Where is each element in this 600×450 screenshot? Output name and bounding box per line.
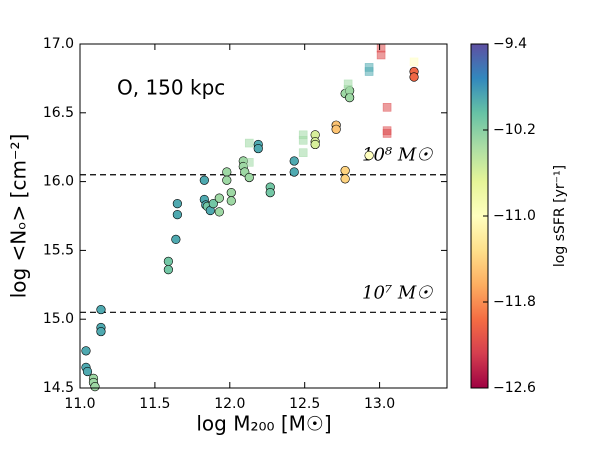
point [96, 304, 106, 315]
x-tick-label: 12.0 [214, 396, 245, 412]
point [382, 102, 392, 112]
point [244, 158, 254, 167]
point [172, 210, 182, 220]
point [244, 172, 254, 183]
point [199, 175, 209, 185]
point [364, 67, 374, 76]
point [298, 148, 308, 158]
x-tick-label: 13.0 [364, 396, 395, 412]
point [208, 199, 218, 209]
point [226, 196, 236, 206]
y-tick-label: 15.0 [43, 311, 74, 327]
colorbar-tick-label: −10.2 [493, 122, 536, 138]
point [244, 138, 254, 148]
y-axis-label: log <Nₒ> [cm⁻²] [7, 134, 31, 299]
colorbar-tick-label: −12.6 [493, 380, 536, 396]
point [409, 57, 419, 67]
point [90, 382, 100, 392]
point [222, 175, 232, 185]
point [340, 165, 350, 176]
point [382, 129, 392, 138]
y-tick-label: 15.5 [43, 242, 74, 258]
point [163, 256, 173, 267]
x-axis-label: log M₂₀₀ [M☉] [196, 412, 331, 436]
point [265, 188, 275, 198]
x-tick-label: 11.0 [64, 396, 95, 412]
point [96, 326, 106, 337]
point [214, 207, 224, 217]
annotation: O, 150 kpc [117, 76, 225, 100]
plot-frame [79, 43, 448, 389]
reference-label: 10⁷ M☉ [362, 282, 433, 303]
point [163, 265, 173, 275]
point [171, 234, 181, 244]
point [298, 136, 308, 145]
point [289, 167, 299, 177]
point [253, 143, 263, 154]
point [376, 50, 386, 60]
point [82, 366, 93, 377]
point [289, 156, 299, 166]
y-tick-label: 16.5 [43, 105, 74, 121]
point [226, 188, 236, 198]
point [343, 85, 353, 94]
y-tick-label: 17.0 [43, 36, 74, 52]
point [331, 124, 341, 134]
point [364, 150, 374, 161]
point [172, 199, 182, 209]
point [345, 93, 355, 103]
point [409, 72, 419, 82]
y-tick-label: 16.0 [43, 174, 74, 190]
reference-label: 10⁸ M☉ [362, 145, 433, 166]
point [214, 193, 224, 203]
point [340, 174, 350, 184]
colorbar-tick-label: −11.8 [493, 294, 536, 310]
point [310, 139, 320, 150]
x-tick-label: 11.5 [139, 396, 170, 412]
point [222, 167, 232, 177]
point [81, 346, 91, 356]
colorbar-tick-label: −11.0 [493, 208, 536, 224]
colorbar-tick-label: −9.4 [493, 36, 527, 52]
y-tick-label: 14.5 [43, 380, 74, 396]
x-tick-label: 12.5 [289, 396, 320, 412]
colorbar-label: log sSFR [yr⁻¹] [552, 165, 568, 267]
